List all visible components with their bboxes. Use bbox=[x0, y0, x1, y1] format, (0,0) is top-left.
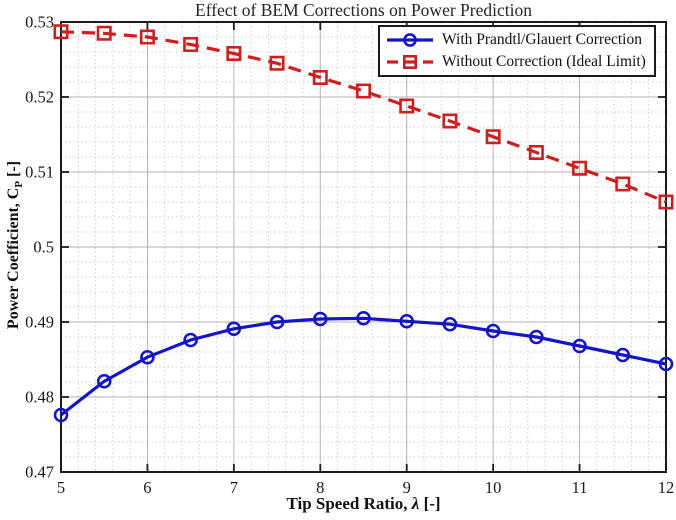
x-tick-label: 11 bbox=[572, 478, 588, 497]
legend-sample-1 bbox=[387, 54, 433, 70]
legend-item: Without Correction (Ideal Limit) bbox=[385, 51, 646, 73]
major-grid bbox=[61, 22, 666, 472]
legend-sample-0 bbox=[387, 33, 433, 47]
x-axis-label-text: Tip Speed Ratio, bbox=[286, 494, 412, 513]
tick-labels: 5 6 7 8 9 10 11 12 0.47 0.48 0.49 0.5 0.51 0.52 0.53 bbox=[25, 13, 674, 498]
y-tick-label: 0.5 bbox=[33, 238, 54, 257]
series-0 bbox=[53, 310, 674, 423]
y-tick-label: 0.52 bbox=[25, 88, 54, 107]
y-tick-label: 0.53 bbox=[25, 13, 54, 32]
legend-item: With Prandtl/Glauert Correction bbox=[385, 29, 646, 51]
y-tick-label: 0.49 bbox=[25, 313, 54, 332]
y-axis-label: Power Coefficient, CP [-] bbox=[5, 161, 25, 329]
legend: With Prandtl/Glauert Correction Without … bbox=[378, 25, 656, 77]
y-tick-label: 0.51 bbox=[25, 163, 54, 182]
x-tick-label: 8 bbox=[316, 478, 324, 497]
legend-label: Without Correction (Ideal Limit) bbox=[442, 53, 646, 70]
x-axis-label: Tip Speed Ratio, λ [-] bbox=[61, 494, 666, 514]
series-1 bbox=[53, 24, 674, 210]
legend-label: With Prandtl/Glauert Correction bbox=[442, 31, 642, 48]
x-tick-label: 7 bbox=[230, 478, 238, 497]
chart-title: Effect of BEM Corrections on Power Predi… bbox=[195, 0, 532, 20]
x-tick-label: 6 bbox=[143, 478, 151, 497]
y-axis-label-subscript: P bbox=[13, 180, 26, 188]
lambda-symbol: λ bbox=[411, 494, 420, 513]
x-axis-label-unit: [-] bbox=[419, 494, 441, 513]
x-tick-label: 12 bbox=[658, 478, 675, 497]
x-tick-label: 10 bbox=[485, 478, 502, 497]
x-tick-label: 5 bbox=[57, 478, 65, 497]
series-line-0 bbox=[60, 316, 667, 417]
x-tick-label: 9 bbox=[403, 478, 411, 497]
y-axis-label-text: Power Coefficient, C bbox=[4, 187, 22, 330]
y-tick-label: 0.48 bbox=[25, 388, 54, 407]
y-tick-label: 0.47 bbox=[25, 463, 54, 482]
axis-ticks bbox=[60, 21, 667, 473]
y-axis-label-unit: [-] bbox=[4, 160, 22, 181]
